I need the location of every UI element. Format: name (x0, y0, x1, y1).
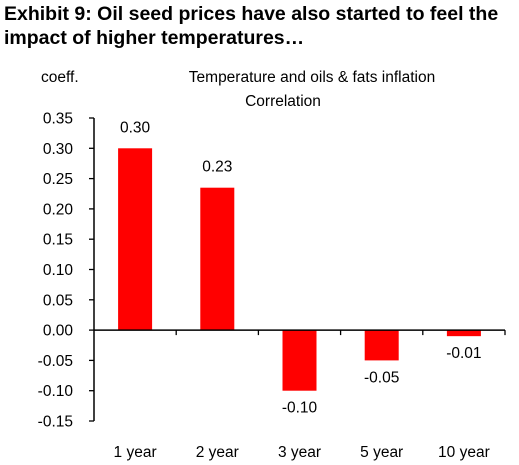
y-tick-label: 0.20 (43, 201, 74, 218)
bars (118, 148, 481, 391)
data-label: 0.30 (120, 119, 151, 136)
data-label: -0.05 (364, 369, 399, 386)
x-tick-label: 5 year (360, 444, 403, 461)
data-label: -0.01 (446, 345, 481, 362)
chart-subtitle: Correlation (245, 93, 321, 110)
y-tick-label: 0.25 (43, 171, 73, 188)
y-tick-label: 0.00 (43, 323, 74, 340)
chart-title: Temperature and oils & fats inflation (189, 69, 435, 86)
bar-3-year (282, 330, 317, 391)
data-label: 0.23 (202, 159, 232, 176)
data-label: -0.10 (282, 400, 318, 417)
y-axis-ticks: 0.35 0.30 0.25 0.20 0.15 0.10 0.05 0.00 -0.05 -0.… (38, 111, 94, 431)
x-tick-label: 1 year (114, 444, 157, 461)
x-tick-label: 2 year (196, 444, 239, 461)
bar-1-year (118, 148, 153, 331)
x-tick-label: 3 year (278, 444, 321, 461)
y-tick-label: 0.10 (43, 262, 74, 279)
bar-5-year (364, 330, 399, 361)
y-tick-label: 0.35 (43, 111, 73, 128)
x-axis-labels: 1 year 2 year 3 year 5 year 10 year (114, 444, 490, 461)
y-tick-label: -0.15 (38, 414, 73, 431)
y-axis-label: coeff. (41, 69, 79, 86)
bar-2-year (200, 187, 235, 331)
x-tick-label: 10 year (438, 444, 490, 461)
y-tick-label: -0.10 (38, 383, 74, 400)
y-tick-label: 0.30 (43, 141, 74, 158)
y-tick-label: 0.05 (43, 292, 73, 309)
y-tick-label: 0.15 (43, 232, 73, 249)
bar-10-year (446, 330, 481, 337)
data-labels: 0.30 0.23 -0.10 -0.05 -0.01 (120, 119, 482, 416)
exhibit-title: Exhibit 9: Oil seed prices have also sta… (4, 3, 499, 49)
y-tick-label: -0.05 (38, 353, 73, 370)
axes (93, 118, 506, 421)
